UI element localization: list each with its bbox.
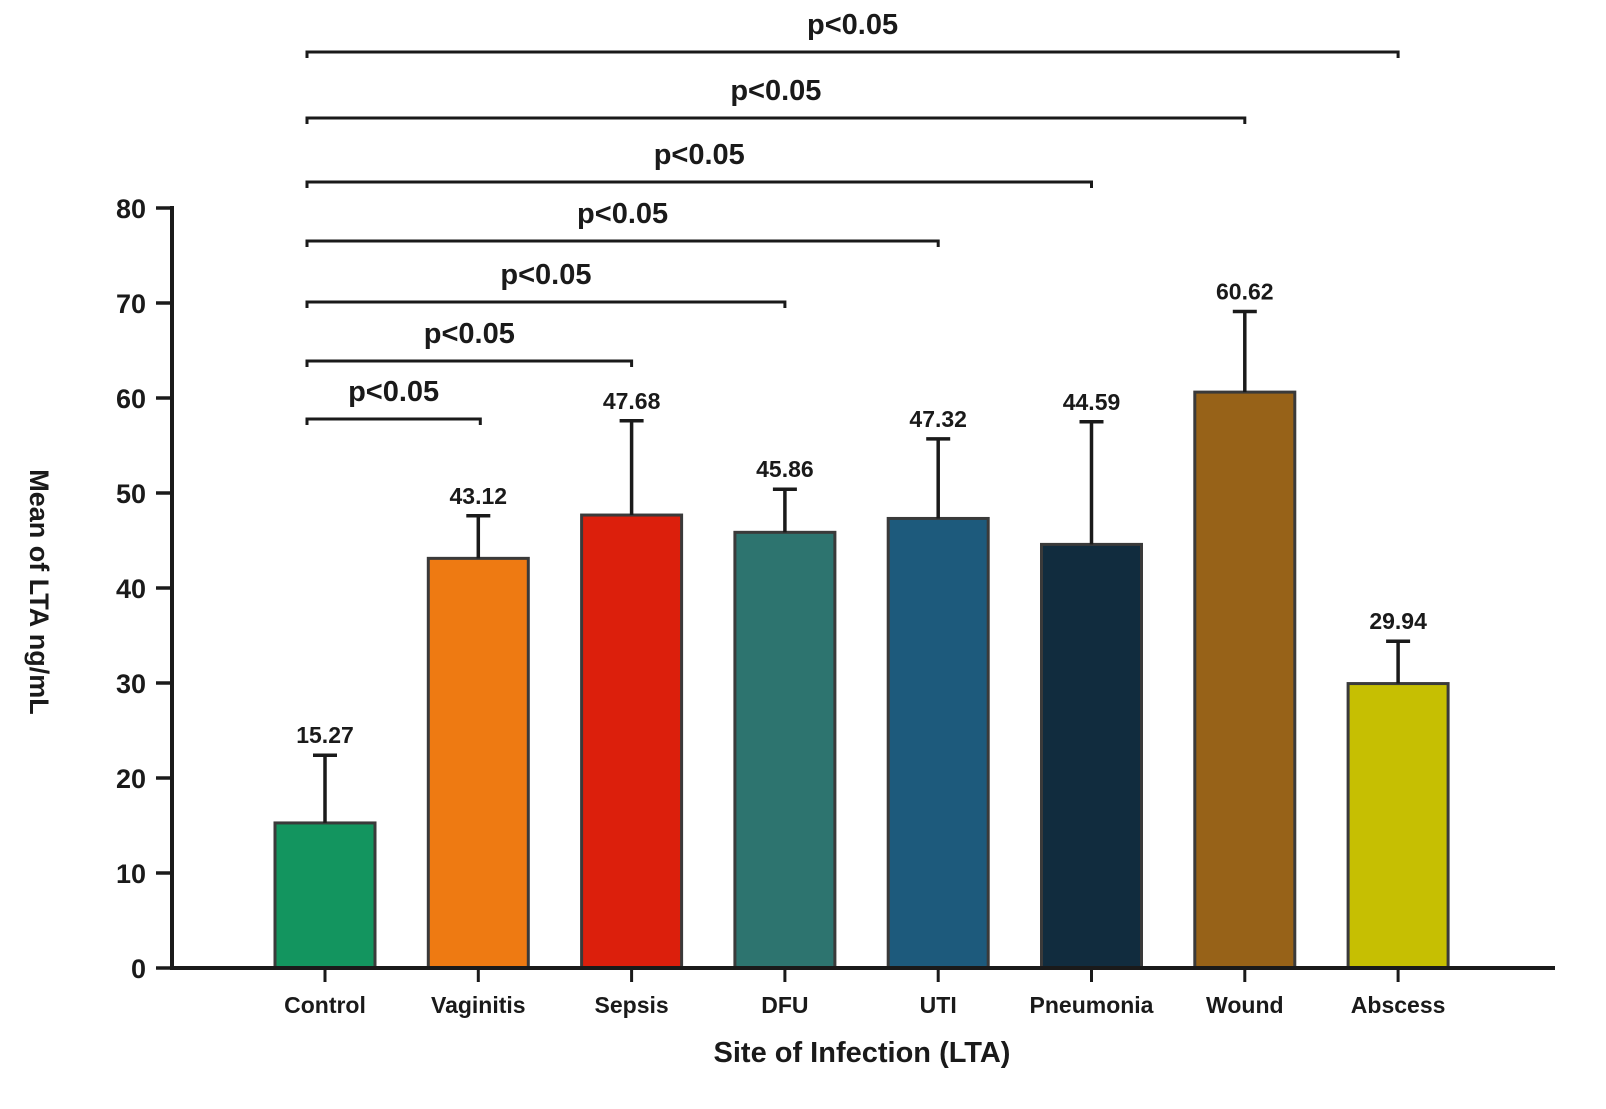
significance-bracket (305, 300, 787, 308)
significance-bracket (305, 180, 1093, 188)
significance-bracket (305, 417, 482, 425)
x-tick-label: Control (284, 992, 366, 1018)
data-label: 45.86 (756, 456, 814, 482)
y-tick-label: 10 (116, 859, 146, 889)
bar-control (273, 821, 377, 970)
bar-dfu (733, 530, 837, 970)
data-label: 29.94 (1369, 608, 1427, 634)
x-tick-label: DFU (761, 992, 808, 1018)
y-tick-label: 50 (116, 479, 146, 509)
data-label: 15.27 (296, 722, 354, 748)
bar-uti (886, 516, 990, 970)
significance-bracket (305, 116, 1247, 124)
significance-label: p<0.05 (424, 318, 515, 350)
significance-bracket (305, 239, 940, 247)
significance-label: p<0.05 (500, 259, 591, 291)
y-tick-label: 0 (131, 954, 146, 984)
bar-wound (1193, 390, 1297, 970)
x-tick-label: Wound (1206, 992, 1284, 1018)
data-label: 60.62 (1216, 279, 1274, 305)
significance-label: p<0.05 (577, 198, 668, 230)
x-tick-label: Vaginitis (431, 992, 526, 1018)
significance-label: p<0.05 (807, 9, 898, 41)
y-tick-label: 40 (116, 574, 146, 604)
x-axis-title: Site of Infection (LTA) (714, 1037, 1011, 1069)
data-label: 47.68 (603, 388, 661, 414)
bar-pneumonia (1040, 542, 1143, 970)
y-tick-label: 70 (116, 289, 146, 319)
x-tick-label: Abscess (1351, 992, 1446, 1018)
y-tick-label: 20 (116, 764, 146, 794)
significance-label: p<0.05 (654, 139, 745, 171)
significance-bracket (305, 50, 1400, 58)
x-tick-label: UTI (920, 992, 957, 1018)
y-tick-label: 30 (116, 669, 146, 699)
bar-vaginitis (426, 556, 530, 970)
y-axis-title: Mean of LTA ng/mL (24, 469, 54, 714)
data-label: 47.32 (909, 406, 967, 432)
significance-label: p<0.05 (730, 75, 821, 107)
data-label: 43.12 (450, 483, 508, 509)
y-tick-label: 60 (116, 384, 146, 414)
x-tick-label: Pneumonia (1030, 992, 1154, 1018)
bar-abscess (1346, 682, 1450, 970)
significance-bracket (305, 359, 634, 367)
x-tick-label: Sepsis (595, 992, 669, 1018)
y-tick-label: 80 (116, 194, 146, 224)
significance-label: p<0.05 (348, 376, 439, 408)
bar-sepsis (580, 513, 684, 970)
data-label: 44.59 (1063, 389, 1121, 415)
